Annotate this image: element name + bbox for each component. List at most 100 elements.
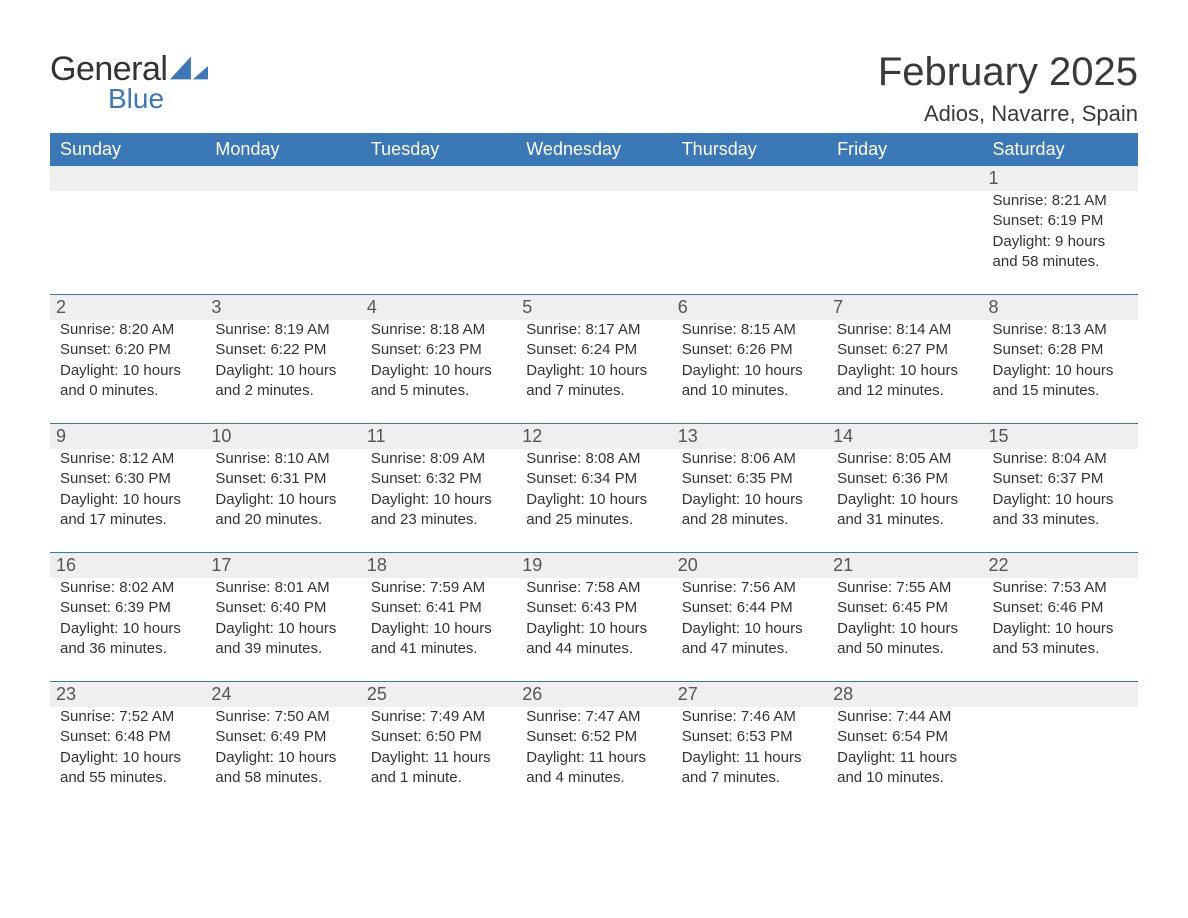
day-info: Sunrise: 8:15 AMSunset: 6:26 PMDaylight:… <box>682 320 817 401</box>
day-info: Sunrise: 7:59 AMSunset: 6:41 PMDaylight:… <box>371 578 506 659</box>
day-number-cell <box>516 166 671 191</box>
day-number-cell: 28 <box>827 682 982 708</box>
day-cell <box>672 191 827 295</box>
day-number: 7 <box>827 295 982 320</box>
day-info: Sunrise: 8:08 AMSunset: 6:34 PMDaylight:… <box>526 449 661 530</box>
day-number: 24 <box>205 682 360 707</box>
day-cell: Sunrise: 7:59 AMSunset: 6:41 PMDaylight:… <box>361 578 516 682</box>
day-number-cell: 9 <box>50 424 205 450</box>
day-number-cell: 2 <box>50 295 205 321</box>
day-number: 26 <box>516 682 671 707</box>
week-number-row: 232425262728 <box>50 682 1138 708</box>
day-number-cell <box>205 166 360 191</box>
day-number-cell: 19 <box>516 553 671 579</box>
day-info: Sunrise: 8:10 AMSunset: 6:31 PMDaylight:… <box>215 449 350 530</box>
day-number: 21 <box>827 553 982 578</box>
page-title: February 2025 <box>878 50 1138 95</box>
day-number: 19 <box>516 553 671 578</box>
day-number: 10 <box>205 424 360 449</box>
day-number: 9 <box>50 424 205 449</box>
day-info: Sunrise: 8:18 AMSunset: 6:23 PMDaylight:… <box>371 320 506 401</box>
day-cell: Sunrise: 7:55 AMSunset: 6:45 PMDaylight:… <box>827 578 982 682</box>
day-number-cell: 21 <box>827 553 982 579</box>
day-cell: Sunrise: 8:10 AMSunset: 6:31 PMDaylight:… <box>205 449 360 553</box>
day-number-cell: 12 <box>516 424 671 450</box>
day-number-cell: 18 <box>361 553 516 579</box>
day-number-cell <box>672 166 827 191</box>
day-number: 5 <box>516 295 671 320</box>
day-cell: Sunrise: 8:05 AMSunset: 6:36 PMDaylight:… <box>827 449 982 553</box>
day-cell: Sunrise: 7:53 AMSunset: 6:46 PMDaylight:… <box>983 578 1138 682</box>
day-cell <box>983 707 1138 810</box>
day-cell: Sunrise: 8:18 AMSunset: 6:23 PMDaylight:… <box>361 320 516 424</box>
day-info: Sunrise: 8:17 AMSunset: 6:24 PMDaylight:… <box>526 320 661 401</box>
day-number: 4 <box>361 295 516 320</box>
day-number: 6 <box>672 295 827 320</box>
day-number: 28 <box>827 682 982 707</box>
day-number <box>516 166 671 191</box>
day-number: 14 <box>827 424 982 449</box>
day-info: Sunrise: 7:50 AMSunset: 6:49 PMDaylight:… <box>215 707 350 788</box>
weekday-header: Friday <box>827 133 982 166</box>
week-number-row: 2345678 <box>50 295 1138 321</box>
day-cell: Sunrise: 8:19 AMSunset: 6:22 PMDaylight:… <box>205 320 360 424</box>
day-number-cell: 15 <box>983 424 1138 450</box>
day-number-cell: 14 <box>827 424 982 450</box>
week-number-row: 16171819202122 <box>50 553 1138 579</box>
day-cell: Sunrise: 8:12 AMSunset: 6:30 PMDaylight:… <box>50 449 205 553</box>
day-cell: Sunrise: 8:09 AMSunset: 6:32 PMDaylight:… <box>361 449 516 553</box>
day-cell: Sunrise: 7:52 AMSunset: 6:48 PMDaylight:… <box>50 707 205 810</box>
calendar-table: SundayMondayTuesdayWednesdayThursdayFrid… <box>50 133 1138 810</box>
day-cell: Sunrise: 7:56 AMSunset: 6:44 PMDaylight:… <box>672 578 827 682</box>
day-number: 16 <box>50 553 205 578</box>
day-info: Sunrise: 8:12 AMSunset: 6:30 PMDaylight:… <box>60 449 195 530</box>
day-number: 20 <box>672 553 827 578</box>
day-info: Sunrise: 8:19 AMSunset: 6:22 PMDaylight:… <box>215 320 350 401</box>
weekday-header: Tuesday <box>361 133 516 166</box>
day-number-cell: 20 <box>672 553 827 579</box>
day-info: Sunrise: 8:02 AMSunset: 6:39 PMDaylight:… <box>60 578 195 659</box>
day-number-cell: 4 <box>361 295 516 321</box>
week-number-row: 1 <box>50 166 1138 191</box>
day-number: 8 <box>983 295 1138 320</box>
day-cell: Sunrise: 8:14 AMSunset: 6:27 PMDaylight:… <box>827 320 982 424</box>
day-cell: Sunrise: 8:02 AMSunset: 6:39 PMDaylight:… <box>50 578 205 682</box>
day-number-cell: 26 <box>516 682 671 708</box>
day-number: 2 <box>50 295 205 320</box>
day-number: 17 <box>205 553 360 578</box>
day-number-cell: 16 <box>50 553 205 579</box>
sail-icon <box>170 56 208 80</box>
day-cell: Sunrise: 7:50 AMSunset: 6:49 PMDaylight:… <box>205 707 360 810</box>
day-number: 11 <box>361 424 516 449</box>
day-number: 22 <box>983 553 1138 578</box>
day-cell <box>361 191 516 295</box>
day-number: 12 <box>516 424 671 449</box>
day-number-cell: 22 <box>983 553 1138 579</box>
day-number <box>50 166 205 191</box>
day-info: Sunrise: 7:52 AMSunset: 6:48 PMDaylight:… <box>60 707 195 788</box>
day-number-cell <box>827 166 982 191</box>
day-cell <box>827 191 982 295</box>
weekday-header: Thursday <box>672 133 827 166</box>
day-number <box>827 166 982 191</box>
day-info: Sunrise: 7:49 AMSunset: 6:50 PMDaylight:… <box>371 707 506 788</box>
weekday-header: Sunday <box>50 133 205 166</box>
week-info-row: Sunrise: 7:52 AMSunset: 6:48 PMDaylight:… <box>50 707 1138 810</box>
week-info-row: Sunrise: 8:20 AMSunset: 6:20 PMDaylight:… <box>50 320 1138 424</box>
day-info: Sunrise: 8:09 AMSunset: 6:32 PMDaylight:… <box>371 449 506 530</box>
weekday-header-row: SundayMondayTuesdayWednesdayThursdayFrid… <box>50 133 1138 166</box>
day-number: 18 <box>361 553 516 578</box>
weekday-header: Wednesday <box>516 133 671 166</box>
day-info: Sunrise: 8:05 AMSunset: 6:36 PMDaylight:… <box>837 449 972 530</box>
day-number: 23 <box>50 682 205 707</box>
day-number-cell: 25 <box>361 682 516 708</box>
day-cell: Sunrise: 8:21 AMSunset: 6:19 PMDaylight:… <box>983 191 1138 295</box>
day-info: Sunrise: 8:21 AMSunset: 6:19 PMDaylight:… <box>993 191 1128 272</box>
weekday-header: Monday <box>205 133 360 166</box>
week-info-row: Sunrise: 8:02 AMSunset: 6:39 PMDaylight:… <box>50 578 1138 682</box>
day-number-cell: 27 <box>672 682 827 708</box>
day-info: Sunrise: 8:01 AMSunset: 6:40 PMDaylight:… <box>215 578 350 659</box>
day-info: Sunrise: 7:58 AMSunset: 6:43 PMDaylight:… <box>526 578 661 659</box>
day-number <box>983 682 1138 707</box>
day-number <box>205 166 360 191</box>
